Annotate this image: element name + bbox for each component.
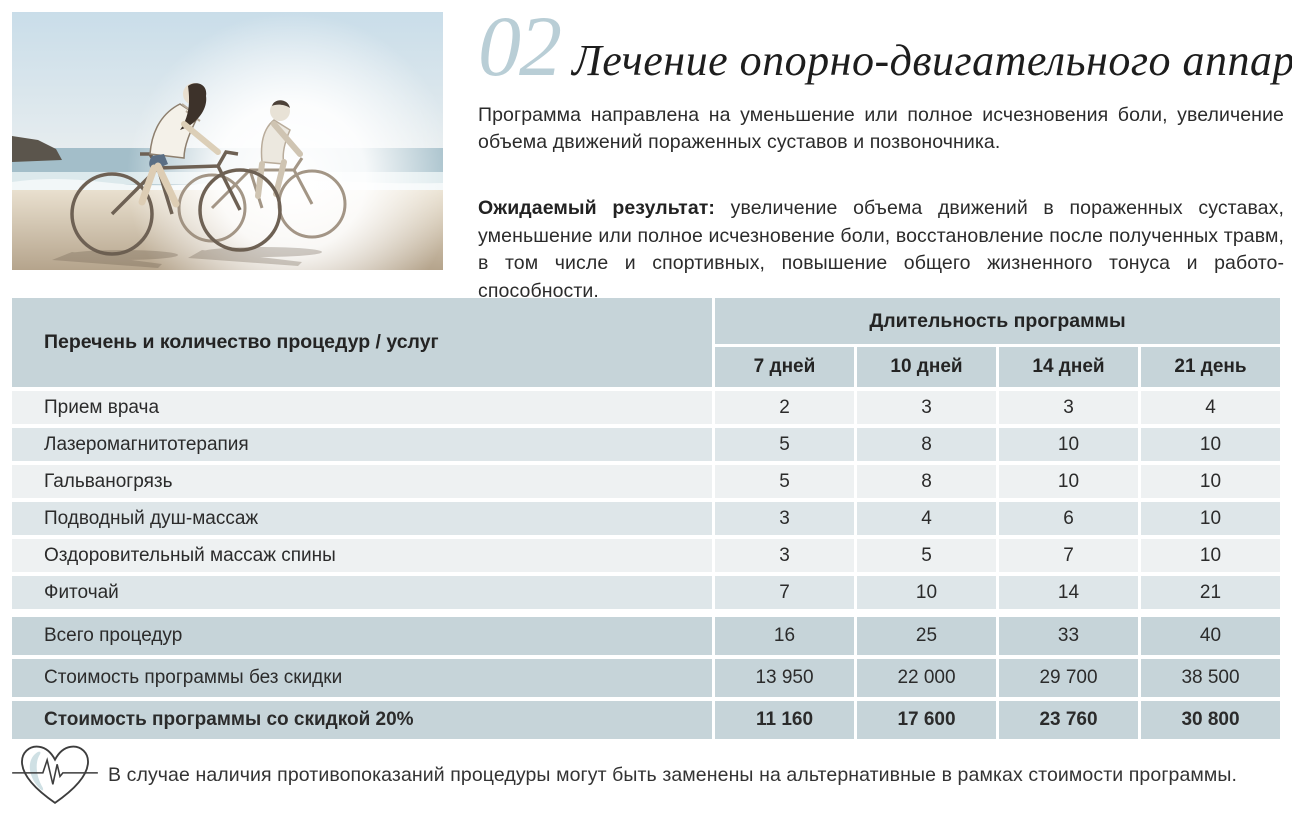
row-value: 14 <box>999 576 1138 609</box>
table-row: Оздоровительный массаж спины 3 5 7 10 <box>12 539 1280 572</box>
row-value: 2 <box>715 391 854 424</box>
row-value: 21 <box>1141 576 1280 609</box>
row-value: 6 <box>999 502 1138 535</box>
duration-header-14: 14 дней <box>999 347 1138 387</box>
intro-paragraph: Программа направлена на уменьшение или п… <box>478 103 1284 154</box>
expected-result-label: Ожидаемый результат: <box>478 197 716 220</box>
row-value: 17 600 <box>857 701 996 739</box>
duration-header-7: 7 дней <box>715 347 854 387</box>
row-value: 3 <box>715 539 854 572</box>
row-value: 10 <box>999 428 1138 461</box>
row-value: 5 <box>715 465 854 498</box>
summary-row-price-full: Стоимость программы без скидки 13 950 22… <box>12 659 1280 697</box>
row-label: Стоимость программы со скидкой 20% <box>12 701 712 739</box>
program-table: Перечень и количество процедур / услуг Д… <box>12 298 1280 739</box>
row-value: 7 <box>715 576 854 609</box>
row-value: 33 <box>999 617 1138 655</box>
table-row: Фиточай 7 10 14 21 <box>12 576 1280 609</box>
row-value: 7 <box>999 539 1138 572</box>
footer-note: В случае наличия противопоказаний процед… <box>12 740 1280 810</box>
row-label: Прием врача <box>12 391 712 424</box>
section-number: 02 <box>478 0 562 94</box>
table-row: Подводный душ-массаж 3 4 6 10 <box>12 502 1280 535</box>
row-value: 3 <box>999 391 1138 424</box>
footer-note-text: В случае наличия противопоказаний процед… <box>108 763 1238 786</box>
column-header-durations: Длительность программы 7 дней 10 дней 14… <box>715 298 1280 387</box>
column-header-services: Перечень и количество процедур / услуг <box>12 298 712 387</box>
table-row: Гальваногрязь 5 8 10 10 <box>12 465 1280 498</box>
duration-header-21: 21 день <box>1141 347 1280 387</box>
row-value: 10 <box>1141 465 1280 498</box>
beach-cycling-photo <box>12 12 443 270</box>
row-label: Фиточай <box>12 576 712 609</box>
row-value: 22 000 <box>857 659 996 697</box>
row-value: 11 160 <box>715 701 854 739</box>
beach-scene-illustration <box>12 12 443 270</box>
duration-header-10: 10 дней <box>857 347 996 387</box>
row-value: 38 500 <box>1141 659 1280 697</box>
heart-ecg-icon <box>12 740 98 810</box>
row-value: 10 <box>1141 502 1280 535</box>
row-value: 16 <box>715 617 854 655</box>
row-value: 3 <box>715 502 854 535</box>
page-title: Лечение опорно-двигательного аппарата <box>572 36 1292 85</box>
row-value: 25 <box>857 617 996 655</box>
row-value: 3 <box>857 391 996 424</box>
header-section: 02 Лечение опорно-двигательного аппарата… <box>478 0 1292 306</box>
row-value: 13 950 <box>715 659 854 697</box>
row-value: 10 <box>1141 428 1280 461</box>
row-value: 30 800 <box>1141 701 1280 739</box>
row-value: 8 <box>857 428 996 461</box>
title-row: 02 Лечение опорно-двигательного аппарата <box>478 0 1292 94</box>
expected-result-text: увеличение объема движений в пораженных … <box>478 197 1284 303</box>
row-value: 10 <box>999 465 1138 498</box>
row-label: Стоимость программы без скидки <box>12 659 712 697</box>
row-value: 5 <box>715 428 854 461</box>
row-label: Оздоровительный массаж спины <box>12 539 712 572</box>
row-label: Подводный душ-массаж <box>12 502 712 535</box>
table-row: Лазеромагнитотерапия 5 8 10 10 <box>12 428 1280 461</box>
row-value: 10 <box>857 576 996 609</box>
summary-row-price-discount: Стоимость программы со скидкой 20% 11 16… <box>12 701 1280 739</box>
table-row: Прием врача 2 3 3 4 <box>12 391 1280 424</box>
row-label: Всего процедур <box>12 617 712 655</box>
group-header-duration: Длительность программы <box>715 298 1280 344</box>
row-value: 4 <box>1141 391 1280 424</box>
row-value: 29 700 <box>999 659 1138 697</box>
expected-result-paragraph: Ожидаемый результат: увеличение объема д… <box>478 195 1284 306</box>
row-value: 8 <box>857 465 996 498</box>
summary-row-total-procedures: Всего процедур 16 25 33 40 <box>12 617 1280 655</box>
row-value: 4 <box>857 502 996 535</box>
table-header: Перечень и количество процедур / услуг Д… <box>12 298 1280 387</box>
row-value: 10 <box>1141 539 1280 572</box>
row-value: 40 <box>1141 617 1280 655</box>
row-label: Лазеромагнитотерапия <box>12 428 712 461</box>
row-value: 5 <box>857 539 996 572</box>
row-value: 23 760 <box>999 701 1138 739</box>
row-label: Гальваногрязь <box>12 465 712 498</box>
